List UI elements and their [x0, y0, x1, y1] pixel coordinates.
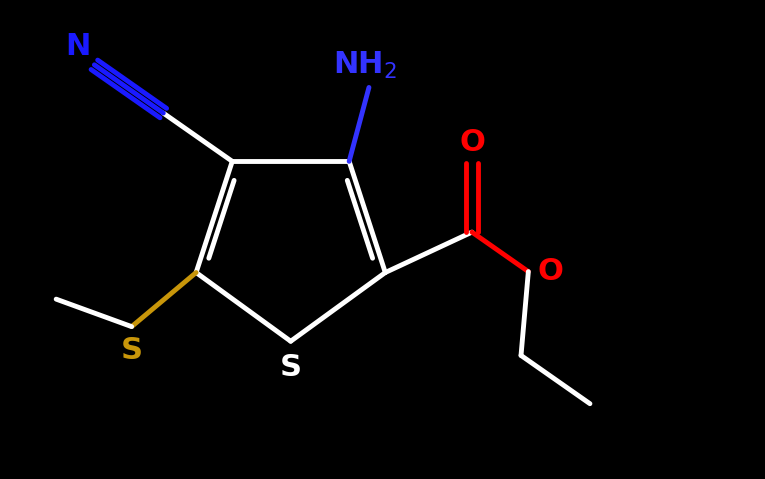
Text: O: O	[459, 128, 485, 157]
Text: O: O	[538, 257, 563, 286]
Text: S: S	[121, 336, 142, 365]
Text: N: N	[65, 32, 90, 61]
Text: S: S	[280, 353, 301, 382]
Text: NH$_2$: NH$_2$	[333, 50, 397, 81]
